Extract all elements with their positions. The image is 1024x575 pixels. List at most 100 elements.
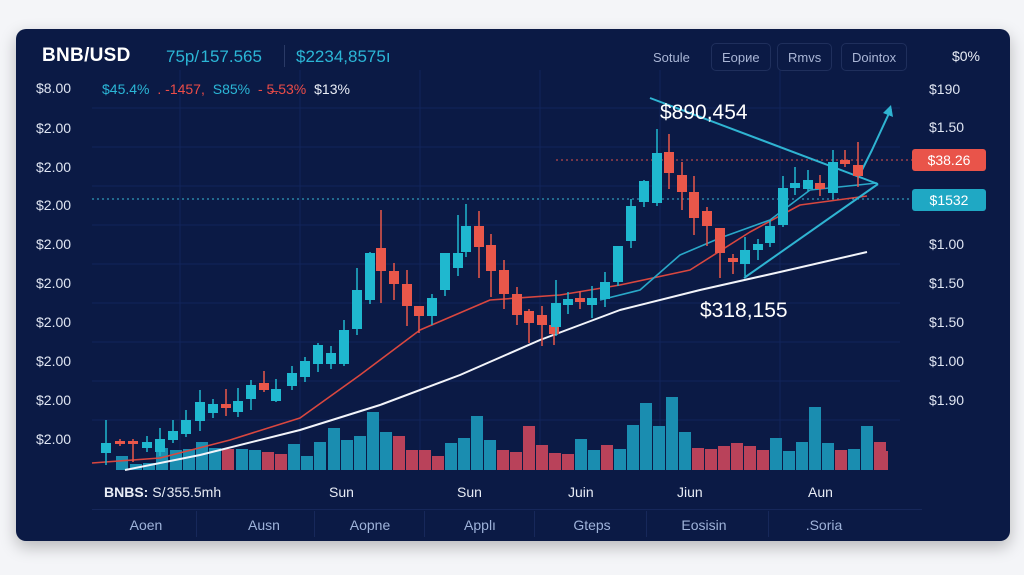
candle-body bbox=[474, 226, 484, 247]
volume-bar bbox=[471, 416, 483, 470]
candle-body bbox=[389, 271, 399, 284]
toolbar-button-3[interactable]: Rmvs bbox=[777, 43, 833, 71]
stat-2: . -1457, bbox=[157, 81, 205, 97]
volume-bar bbox=[744, 446, 756, 470]
volume-bar bbox=[692, 448, 704, 470]
volume-bar bbox=[458, 438, 470, 470]
volume-bar bbox=[510, 452, 522, 470]
candle-body bbox=[639, 181, 649, 202]
candle-body bbox=[271, 389, 281, 401]
volume-bar bbox=[770, 438, 782, 470]
volume-bar bbox=[575, 439, 587, 470]
candle-body bbox=[233, 401, 243, 412]
price-tag-teal: $1532 bbox=[912, 189, 986, 211]
bottom-nav-item-1[interactable]: Aoen bbox=[129, 517, 163, 533]
stat-1: $45.4% bbox=[102, 81, 150, 97]
toolbar-button-1[interactable]: Sotule bbox=[653, 50, 690, 65]
volume-bar bbox=[536, 445, 548, 470]
stat-3: S85% bbox=[212, 81, 251, 97]
nav-separator bbox=[646, 511, 647, 537]
candle-body bbox=[753, 244, 763, 250]
volume-bar bbox=[588, 450, 600, 470]
ticker-label: BNBS: S/ 355.5mh bbox=[104, 484, 221, 500]
candle-body bbox=[563, 299, 573, 305]
candle-body bbox=[626, 206, 636, 241]
volume-bar bbox=[341, 440, 353, 470]
candle-body bbox=[453, 253, 463, 268]
x-axis-label: Aun bbox=[808, 484, 833, 500]
volume-bar bbox=[523, 426, 535, 470]
candle-body bbox=[790, 183, 800, 188]
bottom-nav-item-6[interactable]: Eosisin bbox=[681, 517, 727, 533]
right-axis-label: $1.50 bbox=[929, 275, 965, 291]
candle-body bbox=[326, 353, 336, 364]
volume-bar bbox=[757, 450, 769, 470]
right-axis-label: $1.00 bbox=[929, 353, 965, 369]
volume-bar bbox=[354, 436, 366, 470]
candle-body bbox=[287, 373, 297, 386]
candle-body bbox=[142, 442, 152, 448]
volume-bar bbox=[822, 443, 834, 470]
volume-bar bbox=[835, 450, 847, 470]
volume-bar bbox=[275, 454, 287, 470]
candle-body bbox=[778, 188, 788, 225]
ma-slow-line bbox=[124, 251, 868, 471]
volume-bar bbox=[156, 448, 168, 470]
volume-bar bbox=[301, 456, 313, 470]
candle-body bbox=[313, 345, 323, 364]
candle-body bbox=[208, 404, 218, 413]
candle-body bbox=[600, 282, 610, 299]
candle-body bbox=[652, 153, 662, 203]
candle-body bbox=[155, 439, 165, 452]
volume-bar bbox=[406, 450, 418, 470]
bottom-nav-item-5[interactable]: Gteps bbox=[573, 517, 611, 533]
left-axis-label: $2.00 bbox=[36, 353, 72, 369]
candle-body bbox=[613, 246, 623, 282]
volume-bar bbox=[497, 450, 509, 470]
toolbar-button-2[interactable]: Eopиe bbox=[711, 43, 771, 71]
volume-bar bbox=[809, 407, 821, 470]
volume-bar bbox=[445, 443, 457, 470]
candle-body bbox=[803, 180, 813, 189]
candle-body bbox=[486, 245, 496, 271]
bottom-nav-item-7[interactable]: .Soria bbox=[805, 517, 843, 533]
ma-mid-line bbox=[91, 195, 868, 464]
annotation-low: $318,155 bbox=[700, 299, 788, 322]
stat-4: - 5̶.53% bbox=[258, 81, 307, 97]
candle-body bbox=[524, 311, 534, 323]
volume-bar bbox=[314, 442, 326, 470]
bottom-nav-item-3[interactable]: Aopne bbox=[349, 517, 391, 533]
volume-bar bbox=[848, 449, 860, 470]
candle-body bbox=[101, 443, 111, 453]
nav-separator bbox=[534, 511, 535, 537]
candle-body bbox=[402, 284, 412, 306]
right-axis-label: $1.50 bbox=[929, 314, 965, 330]
candle-body bbox=[352, 290, 362, 329]
left-axis-label: $8.00 bbox=[36, 80, 72, 96]
candle-body bbox=[221, 404, 231, 408]
candle-body bbox=[440, 253, 450, 290]
candle-body bbox=[689, 192, 699, 218]
left-axis-label: $2.00 bbox=[36, 159, 72, 175]
left-axis-label: $2.00 bbox=[36, 431, 72, 447]
toolbar-button-4[interactable]: Dointox bbox=[841, 43, 908, 71]
volume-bar bbox=[196, 442, 208, 470]
bottom-nav-item-2[interactable]: Ausn bbox=[248, 517, 280, 533]
volume-bar bbox=[484, 440, 496, 470]
volume-bar bbox=[705, 449, 717, 470]
volume-bar bbox=[209, 448, 221, 470]
x-axis-label: Sun bbox=[457, 484, 482, 500]
trading-panel: BNB/USD 75p/ 157.565 $2234,8575ı $45.4% … bbox=[16, 29, 1010, 541]
volume-bar bbox=[731, 443, 743, 470]
volume-bar bbox=[718, 446, 730, 470]
volume-bar bbox=[288, 444, 300, 470]
price-chart[interactable] bbox=[16, 29, 1010, 541]
candle-body bbox=[128, 441, 138, 444]
candle-body bbox=[461, 226, 471, 252]
volume-bar bbox=[328, 428, 340, 470]
candle-body bbox=[181, 420, 191, 434]
header-value-1: 75p/ 157.565 bbox=[166, 47, 262, 66]
volume-bar bbox=[783, 451, 795, 470]
nav-separator bbox=[768, 511, 769, 537]
bottom-nav-item-4[interactable]: Applı bbox=[464, 517, 496, 533]
